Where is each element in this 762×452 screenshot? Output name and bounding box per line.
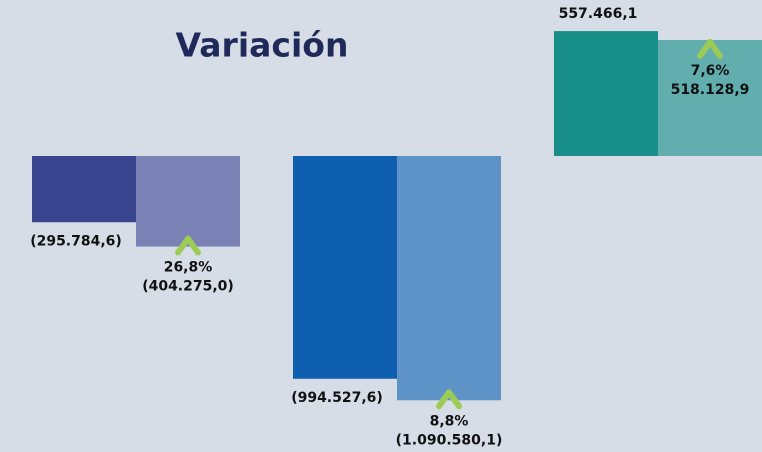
variation-label: 26,8% [164, 260, 213, 276]
value-label: (1.090.580,1) [396, 432, 503, 448]
value-label: 557.466,1 [559, 6, 638, 22]
variation-arrow [175, 235, 201, 256]
bar [32, 156, 136, 223]
value-label: (295.784,6) [30, 233, 122, 249]
bar [658, 39, 762, 156]
value-label: (404.275,0) [142, 279, 234, 295]
bar [397, 156, 501, 401]
value-label: (994.527,6) [291, 390, 383, 406]
variation-label: 7,6% [691, 63, 730, 79]
variation-arrow [697, 38, 723, 59]
bar [136, 156, 240, 247]
chart-title: Variación [176, 26, 349, 65]
variation-label: 8,8% [430, 413, 469, 429]
bar [554, 31, 658, 156]
bar [293, 156, 397, 379]
value-label: 518.128,9 [671, 82, 750, 98]
variation-arrow [436, 389, 462, 410]
